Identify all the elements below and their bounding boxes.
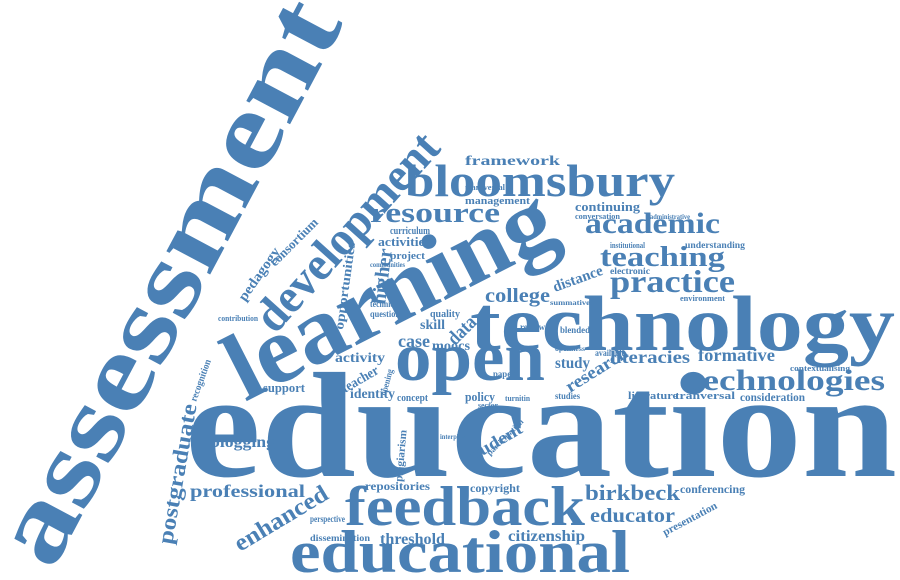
word: literature <box>628 390 678 402</box>
word: perspective <box>310 514 345 524</box>
word: paper <box>493 369 515 379</box>
word: education <box>185 343 897 509</box>
word: repositories <box>365 479 430 493</box>
word: educator <box>590 505 675 527</box>
word: practice <box>610 263 735 299</box>
word: institutional <box>610 241 646 250</box>
word: identity <box>350 387 395 402</box>
word: blogging <box>210 434 275 451</box>
word: quality <box>430 309 460 320</box>
word: summative <box>550 299 590 307</box>
word: activities <box>378 234 430 249</box>
word: project <box>390 250 425 262</box>
word: transversal <box>465 183 506 192</box>
word: turnitin <box>505 394 531 403</box>
word: college <box>485 285 550 307</box>
word: threshold <box>380 531 445 548</box>
word: openness <box>555 345 585 353</box>
word: technical <box>370 299 400 309</box>
word: copyright <box>470 481 520 495</box>
word: teaching <box>600 242 725 273</box>
word: communities <box>370 261 405 269</box>
word: formative <box>698 345 775 365</box>
word: birkbeck <box>585 480 681 505</box>
word: framework <box>465 154 560 169</box>
word: electronic <box>610 266 650 276</box>
word: contextualising <box>790 364 850 373</box>
word: concept <box>397 392 428 404</box>
word: dissemination <box>310 533 370 543</box>
word: blended <box>560 325 590 335</box>
word: activity <box>335 351 385 366</box>
word: feedback <box>345 476 586 538</box>
word: moocs <box>432 339 471 354</box>
word: review <box>520 322 545 332</box>
word: available <box>595 348 625 358</box>
word: environment <box>680 294 725 303</box>
word: skill <box>420 318 445 333</box>
word: management <box>465 195 530 207</box>
word: plagiarism <box>393 429 409 482</box>
word: policy <box>465 389 495 404</box>
word: curriculum <box>390 226 431 237</box>
word: bloomsbury <box>405 155 675 206</box>
word: technology <box>470 280 895 367</box>
word: administrative <box>650 213 690 221</box>
word: question <box>370 309 400 319</box>
word: professional <box>190 481 305 501</box>
word: conversation <box>575 212 621 221</box>
word: continuing <box>575 199 641 214</box>
word: citizenship <box>508 528 585 545</box>
word: sector <box>478 401 498 410</box>
word: support <box>263 380 306 395</box>
word: study <box>555 355 590 372</box>
word: academic <box>585 207 720 240</box>
word: literacies <box>610 347 690 367</box>
word: interplay <box>440 433 465 441</box>
word: consideration <box>740 390 805 404</box>
word: conferencing <box>680 482 745 496</box>
word: resource <box>370 198 500 229</box>
word: contribution <box>218 314 259 323</box>
word: technologies <box>690 364 885 397</box>
word: understanding <box>685 240 746 250</box>
word: studies <box>555 391 580 401</box>
word: educational <box>290 519 630 580</box>
word: open <box>395 319 545 396</box>
word: case <box>398 331 430 351</box>
word: tranversal <box>675 390 735 402</box>
